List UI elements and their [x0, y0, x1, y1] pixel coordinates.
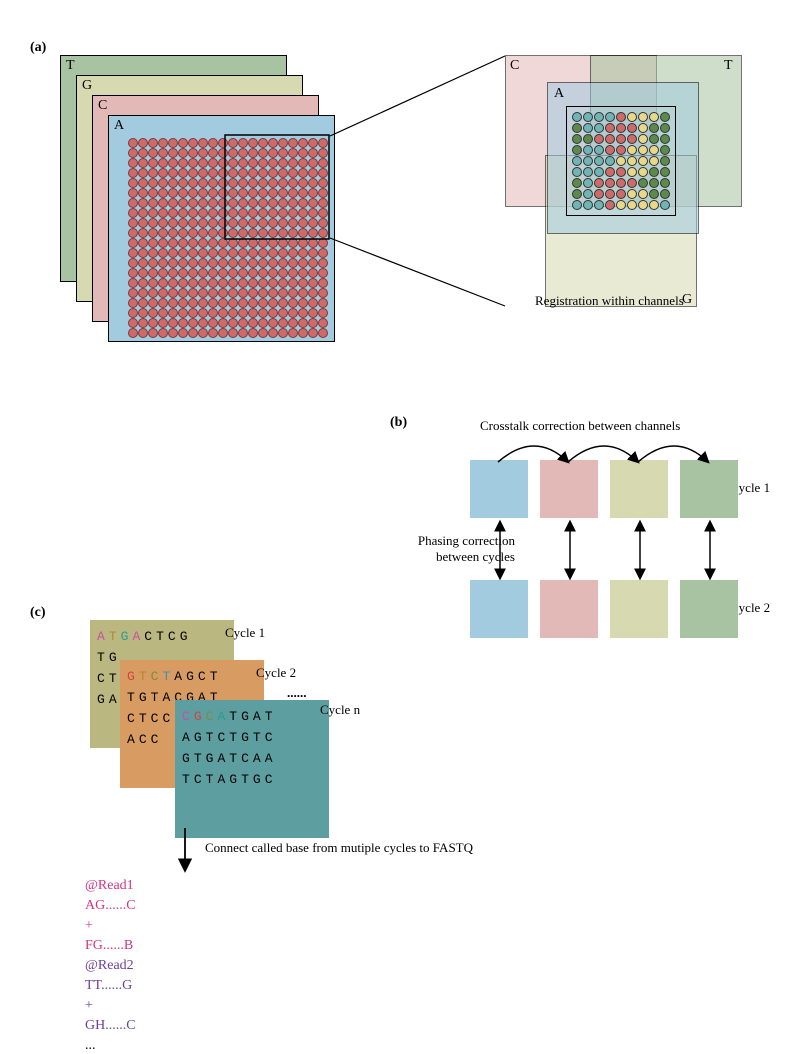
panel-b-label: (b)	[390, 415, 407, 431]
fastq-line-5: TT......G	[85, 978, 132, 994]
fastq-line-7: GH......C	[85, 1018, 136, 1034]
phasing-label: Phasing correctionbetween cycles	[395, 533, 515, 565]
crosstalk-label: Crosstalk correction between channels	[480, 418, 680, 434]
collage-plane-C-label: C	[510, 58, 519, 74]
fastq-caption: Connect called base from mutiple cycles …	[205, 840, 473, 856]
panelB-square-r1-c0	[470, 580, 528, 638]
dot-quadrant-2	[128, 238, 226, 336]
fastq-line-0: @Read1	[85, 878, 134, 894]
collage-plane-A-label: A	[554, 86, 564, 102]
panelB-square-r0-c3	[680, 460, 738, 518]
dot-quadrant-0	[128, 138, 226, 236]
seq-tile-cycle2-label: Cycle 2	[256, 665, 296, 681]
panel-a-label: (a)	[30, 40, 46, 56]
collage-plane-T-label: T	[724, 58, 733, 74]
collage-dot-grid	[572, 112, 668, 208]
fastq-line-8: ...	[85, 1038, 96, 1054]
panelB-square-r1-c3	[680, 580, 738, 638]
fastq-line-6: +	[85, 998, 93, 1014]
seq-tile-cyclen-label: Cycle n	[320, 702, 360, 718]
fastq-line-1: AG......C	[85, 898, 136, 914]
plane-T-label: T	[66, 58, 75, 74]
seq-tile-cyclen: CGCATGATAGTCTGTCGTGATCAATCTAGTGC	[175, 700, 329, 838]
fastq-line-2: +	[85, 918, 93, 934]
plane-A-label: A	[114, 118, 124, 134]
seq-tile-cycle1-label: Cycle 1	[225, 625, 265, 641]
fastq-line-4: @Read2	[85, 958, 134, 974]
panelB-square-r1-c2	[610, 580, 668, 638]
panelB-square-r0-c2	[610, 460, 668, 518]
registration-caption: Registration within channels	[535, 293, 684, 309]
seq-ellipsis: ......	[287, 685, 307, 701]
panelB-square-r1-c1	[540, 580, 598, 638]
panelB-square-r0-c0	[470, 460, 528, 518]
panelB-square-r0-c1	[540, 460, 598, 518]
dot-quadrant-3	[228, 238, 326, 336]
fastq-line-3: FG......B	[85, 938, 133, 954]
plane-C-label: C	[98, 98, 107, 114]
panel-c-label: (c)	[30, 605, 46, 621]
plane-G-label: G	[82, 78, 92, 94]
dot-quadrant-1	[228, 138, 326, 236]
